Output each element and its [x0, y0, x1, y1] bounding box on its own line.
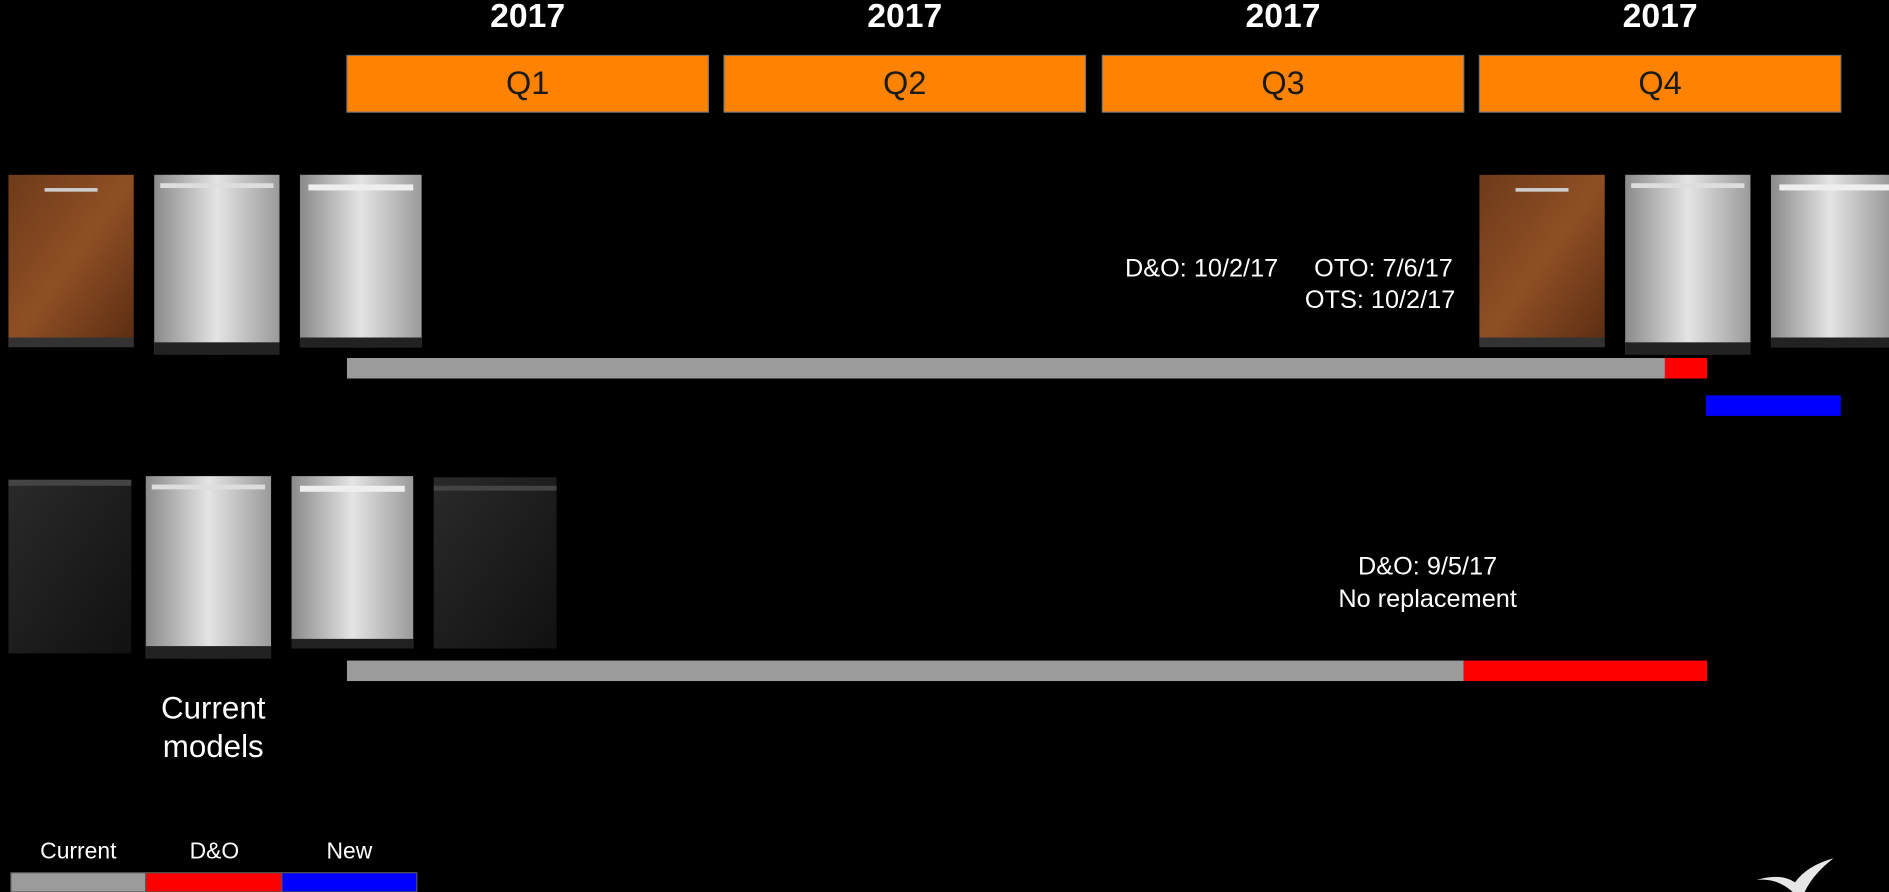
annotation: D&O: 10/2/17	[1125, 255, 1278, 283]
current-models-label: Current	[161, 690, 266, 725]
legend-label: Current	[40, 837, 117, 863]
year-label: 2017	[1246, 0, 1321, 35]
year-label: 2017	[1623, 0, 1698, 35]
annotation: D&O: 9/5/17	[1358, 552, 1497, 580]
annotation: OTS: 10/2/17	[1305, 286, 1455, 314]
quarter-label: Q1	[506, 65, 549, 101]
quarter-label: Q4	[1638, 65, 1681, 101]
new-bar	[1706, 395, 1841, 415]
do-bar	[1464, 661, 1707, 681]
annotation: OTO: 7/6/17	[1314, 255, 1453, 283]
legend-label: D&O	[190, 837, 240, 863]
background	[0, 0, 1889, 892]
page: 2017 Q1 2017 Q2 2017 Q3 2017 Q4 D&O: 10/2/17 OT…	[0, 0, 1889, 892]
slide: 2017 Q1 2017 Q2 2017 Q3 2017 Q4 D&O: 10/2/17 OT…	[0, 0, 1889, 892]
year-label: 2017	[867, 0, 942, 35]
current-bar	[347, 358, 1665, 378]
quarter-label: Q3	[1261, 65, 1304, 101]
quarter-label: Q2	[883, 65, 926, 101]
legend-label: New	[326, 837, 372, 863]
year-label: 2017	[490, 0, 565, 35]
current-bar	[347, 661, 1464, 681]
do-bar	[1665, 358, 1707, 378]
annotation: No replacement	[1338, 585, 1517, 613]
current-models-label: models	[163, 729, 264, 764]
